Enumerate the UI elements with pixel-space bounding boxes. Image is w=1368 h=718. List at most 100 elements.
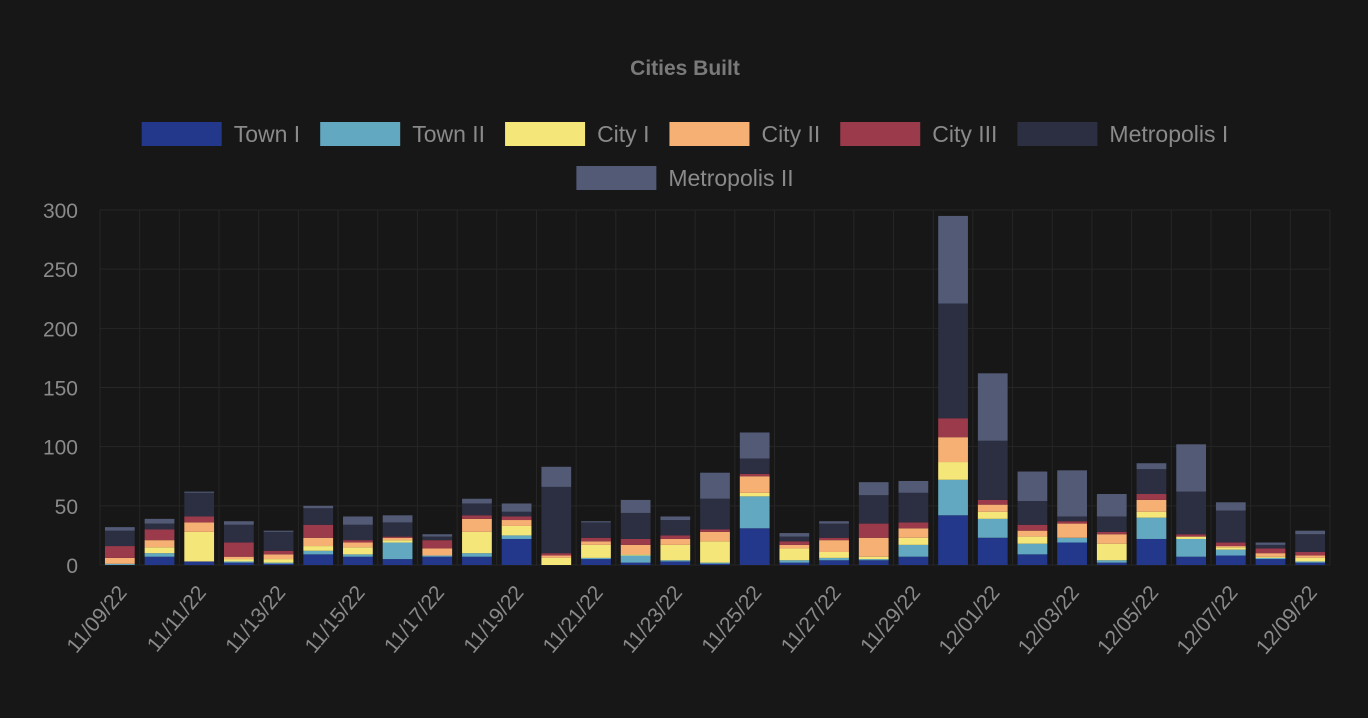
bar-segment xyxy=(858,559,889,561)
bar-segment xyxy=(1057,542,1087,565)
bar-stack xyxy=(501,503,532,565)
bar-segment xyxy=(819,540,849,552)
bar-segment xyxy=(184,522,215,532)
bar-stack xyxy=(184,491,215,565)
bar-stack xyxy=(898,480,929,565)
bar-segment xyxy=(620,512,651,539)
bar-segment xyxy=(1017,554,1048,565)
bar-segment xyxy=(501,516,532,521)
legend: Town I Town II City I City II City III Metrop… xyxy=(141,121,1228,191)
bar-segment xyxy=(1136,494,1167,500)
bar-segment xyxy=(938,303,968,419)
bar-stack xyxy=(1136,463,1167,565)
bar-segment xyxy=(1295,557,1326,562)
bar-segment xyxy=(1096,534,1127,544)
bar-segment xyxy=(263,550,294,555)
bar-segment xyxy=(1255,557,1286,560)
bar-segment xyxy=(819,521,849,524)
bar-segment xyxy=(263,530,294,532)
bar-segment xyxy=(263,554,294,560)
bar-stack xyxy=(700,472,730,565)
legend-label: City III xyxy=(932,121,997,147)
bar-segment xyxy=(700,531,730,542)
bar-stack xyxy=(104,527,135,565)
bar-segment xyxy=(977,537,1008,565)
bar-segment xyxy=(422,540,453,549)
bar-segment xyxy=(581,541,611,545)
legend-item[interactable]: City II xyxy=(669,121,820,147)
legend-swatch xyxy=(320,122,401,146)
x-tick-label: 11/23/22 xyxy=(618,581,687,657)
bar-segment xyxy=(1215,549,1246,556)
bar-segment xyxy=(739,476,770,493)
legend-item[interactable]: Town II xyxy=(320,121,485,147)
bar-segment xyxy=(700,472,730,499)
legend-label: City II xyxy=(761,121,820,147)
bar-stack xyxy=(1057,470,1087,565)
bar-segment xyxy=(501,538,532,565)
bar-segment xyxy=(1136,538,1167,565)
bar-segment xyxy=(620,554,651,556)
bar-segment xyxy=(1295,555,1326,558)
bar-segment xyxy=(1017,501,1048,525)
bar-segment xyxy=(779,541,810,545)
bar-segment xyxy=(620,555,651,563)
bar-segment xyxy=(422,536,453,541)
bar-segment xyxy=(1255,548,1286,554)
bar-segment xyxy=(1136,511,1167,518)
bar-stack xyxy=(382,515,413,565)
bar-segment xyxy=(104,557,135,564)
legend-item[interactable]: Town I xyxy=(141,121,300,147)
legend-item[interactable]: Metropolis II xyxy=(576,165,794,191)
legend-swatch xyxy=(840,122,921,146)
bar-segment xyxy=(700,562,730,564)
bar-segment xyxy=(1017,543,1048,555)
bar-segment xyxy=(501,520,532,526)
bar-segment xyxy=(343,547,373,555)
bar-segment xyxy=(581,521,611,523)
y-tick-label: 250 xyxy=(43,259,78,282)
bar-segment xyxy=(700,529,730,532)
bar-segment xyxy=(938,462,968,480)
bar-segment xyxy=(660,520,691,536)
y-tick-label: 0 xyxy=(66,555,78,578)
bar-stack xyxy=(263,530,294,565)
bar-segment xyxy=(819,523,849,538)
bar-segment xyxy=(184,516,215,523)
x-tick-label: 11/19/22 xyxy=(459,581,528,657)
bar-segment xyxy=(263,559,294,563)
bar-segment xyxy=(1295,562,1326,565)
bar-stack xyxy=(581,521,611,565)
bar-segment xyxy=(1057,516,1087,522)
bar-segment xyxy=(739,492,770,497)
bar-segment xyxy=(303,524,334,538)
legend-item[interactable]: Metropolis I xyxy=(1017,121,1228,147)
bar-segment xyxy=(1176,534,1207,537)
legend-item[interactable]: City I xyxy=(505,121,649,147)
x-tick-label: 11/17/22 xyxy=(380,581,449,657)
bar-stack xyxy=(144,518,175,565)
bar-stack xyxy=(739,432,770,565)
x-tick-label: 12/09/22 xyxy=(1252,581,1322,658)
bars xyxy=(104,215,1326,565)
bar-segment xyxy=(104,563,135,565)
bar-segment xyxy=(898,480,929,493)
bar-segment xyxy=(501,525,532,536)
x-tick-label: 11/29/22 xyxy=(856,581,925,657)
bar-segment xyxy=(1215,546,1246,548)
legend-label: Metropolis I xyxy=(1109,121,1228,147)
bar-segment xyxy=(1136,469,1167,494)
x-tick-label: 11/13/22 xyxy=(221,581,290,657)
legend-item[interactable]: City III xyxy=(840,121,997,147)
bar-segment xyxy=(938,479,968,516)
chart-title: Cities Built xyxy=(630,57,740,80)
bar-segment xyxy=(462,553,492,557)
bar-segment xyxy=(977,373,1008,441)
bar-segment xyxy=(620,562,651,565)
bar-stack xyxy=(422,534,453,565)
x-tick-label: 11/25/22 xyxy=(697,581,766,657)
bar-segment xyxy=(1255,559,1286,565)
bar-segment xyxy=(660,538,691,545)
legend-label: Town I xyxy=(234,121,300,147)
